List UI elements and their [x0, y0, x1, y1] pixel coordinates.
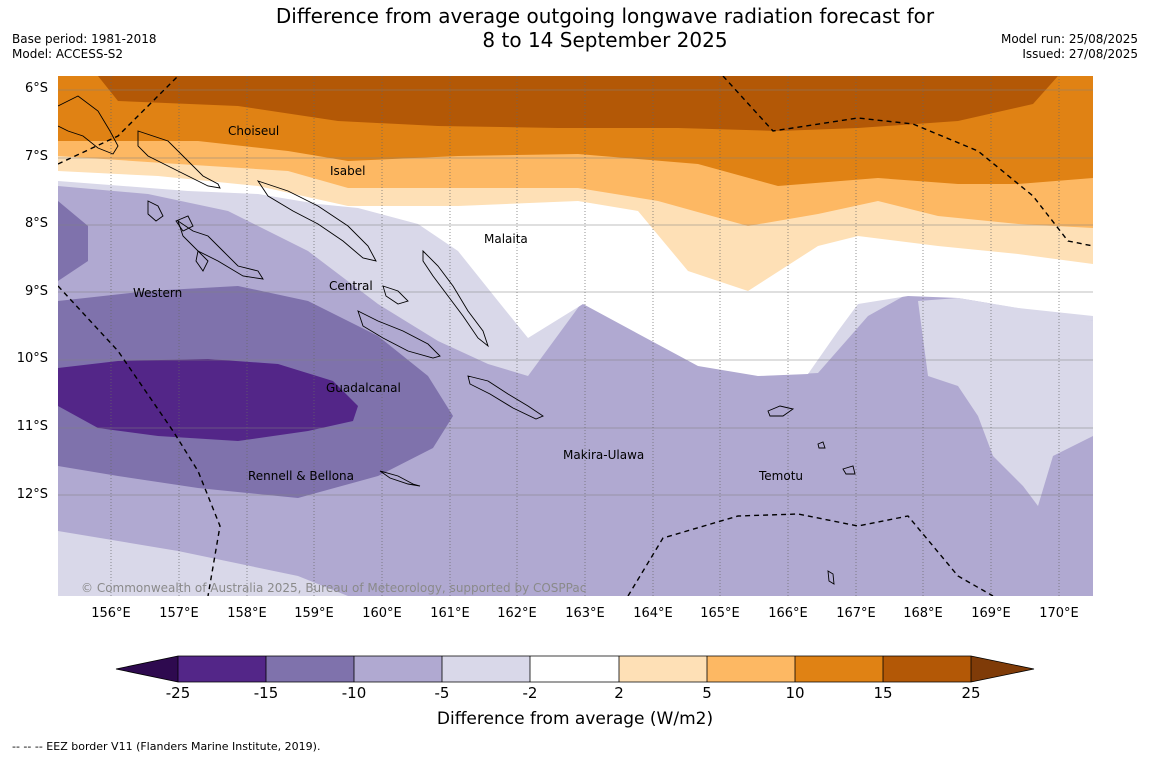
- band-minus-10-15-west: [58, 201, 88, 281]
- anuta-island: [827, 570, 835, 585]
- lon-label-168e: 168°E: [903, 606, 943, 621]
- lon-label-162e: 162°E: [497, 606, 537, 621]
- lat-label-6s: 6°S: [24, 81, 48, 96]
- region-label-isabel: Isabel: [330, 164, 365, 178]
- colorbar-tick-minus-15: -15: [253, 684, 279, 702]
- colorbar-tick-minus-25: -25: [165, 684, 191, 702]
- lon-label-163e: 163°E: [565, 606, 605, 621]
- lat-label-7s: 7°S: [24, 149, 48, 164]
- region-label-guadalcanal: Guadalcanal: [326, 381, 401, 395]
- colorbar-tick-minus-5: -5: [434, 684, 450, 702]
- lon-label-169e: 169°E: [971, 606, 1011, 621]
- kolombangara-island: [175, 215, 194, 232]
- rennell-island: [379, 470, 421, 487]
- choiseul-island: [137, 130, 221, 189]
- band-minus-2-5-east: [918, 298, 1093, 506]
- guadalcanal-island: [357, 310, 441, 359]
- makira-island: [467, 375, 544, 420]
- vella-lavella-island: [147, 200, 164, 222]
- lat-label-12s: 12°S: [16, 487, 48, 502]
- colorbar-extend-high: [971, 656, 1034, 682]
- colorbar-title: Difference from average (W/m2): [436, 709, 714, 729]
- meta-right: Model run: 25/08/2025 Issued: 27/08/2025: [1001, 32, 1138, 62]
- colorbar-segment-minus-25-15: [178, 656, 266, 682]
- colorbar-segment-minus-2-2: [530, 656, 619, 682]
- colorbar: [115, 655, 1035, 683]
- colorbar-tick-10: 10: [785, 684, 805, 702]
- colorbar-tick-2: 2: [614, 684, 624, 702]
- lat-label-10s: 10°S: [16, 351, 48, 366]
- lon-label-166e: 166°E: [768, 606, 808, 621]
- band-minus-15-25: [58, 359, 358, 441]
- region-label-rennell-bellona: Rennell & Bellona: [248, 469, 354, 483]
- title-line-2: 8 to 14 September 2025: [482, 28, 728, 52]
- colorbar-tick-minus-2: -2: [522, 684, 538, 702]
- eez-border: [58, 76, 1093, 596]
- region-labels: Choiseul Isabel Malaita Western Central …: [133, 124, 803, 483]
- colorbar-tick-25: 25: [961, 684, 981, 702]
- model-run-text: Model run: 25/08/2025: [1000, 32, 1138, 46]
- colorbar-tick-5: 5: [702, 684, 712, 702]
- lat-label-9s: 9°S: [24, 284, 48, 299]
- region-label-central: Central: [329, 279, 373, 293]
- lon-label-170e: 170°E: [1039, 606, 1079, 621]
- lat-label-8s: 8°S: [24, 216, 48, 231]
- colorbar-segment-10-15: [795, 656, 883, 682]
- lon-label-165e: 165°E: [700, 606, 740, 621]
- colorbar-tick-15: 15: [873, 684, 893, 702]
- colorbar-segment-minus-5-2: [442, 656, 530, 682]
- lon-label-160e: 160°E: [362, 606, 402, 621]
- olr-map: Choiseul Isabel Malaita Western Central …: [58, 76, 1093, 596]
- model-text: Model: ACCESS-S2: [12, 47, 124, 61]
- bougainville-island: [58, 95, 119, 155]
- copyright-text: © Commonwealth of Australia 2025, Bureau…: [81, 581, 586, 595]
- colorbar-segment-5-10: [707, 656, 795, 682]
- lon-label-159e: 159°E: [294, 606, 334, 621]
- lon-label-167e: 167°E: [836, 606, 876, 621]
- map-title: Difference from average outgoing longwav…: [0, 4, 1150, 52]
- issued-text: Issued: 27/08/2025: [1022, 47, 1138, 61]
- island-outlines: [58, 95, 856, 585]
- region-label-makira-ulawa: Makira-Ulawa: [563, 448, 644, 462]
- region-label-temotu: Temotu: [758, 469, 803, 483]
- colorbar-segment-2-5: [619, 656, 707, 682]
- nendo-island: [767, 405, 795, 417]
- utupua-island: [817, 441, 826, 449]
- lat-gridlines: [58, 89, 1093, 496]
- colorbar-dividers: [177, 656, 972, 682]
- lat-label-11s: 11°S: [16, 419, 48, 434]
- lon-label-164e: 164°E: [633, 606, 673, 621]
- lon-label-158e: 158°E: [227, 606, 267, 621]
- band-minus-2-5-south: [58, 531, 348, 596]
- colorbar-extend-low: [116, 656, 178, 682]
- base-period-text: Base period: 1981-2018: [12, 32, 157, 46]
- colorbar-tick-minus-10: -10: [341, 684, 367, 702]
- lon-label-161e: 161°E: [430, 606, 470, 621]
- colorbar-segment-minus-15-10: [266, 656, 354, 682]
- florida-islands: [382, 285, 409, 305]
- colorbar-segment-15-25: [883, 656, 971, 682]
- region-label-western: Western: [133, 286, 182, 300]
- lon-label-157e: 157°E: [159, 606, 199, 621]
- lon-label-156e: 156°E: [91, 606, 131, 621]
- region-label-malaita: Malaita: [484, 232, 528, 246]
- eez-legend-text: -- -- -- EEZ border V11 (Flanders Marine…: [12, 740, 321, 753]
- title-line-1: Difference from average outgoing longwav…: [275, 4, 935, 28]
- rendova-island: [195, 250, 209, 272]
- meta-left: Base period: 1981-2018 Model: ACCESS-S2: [12, 32, 157, 62]
- new-georgia-island: [177, 219, 264, 280]
- malaita-island: [422, 249, 489, 348]
- isabel-island: [256, 180, 377, 262]
- vanikoro-island: [842, 465, 856, 475]
- region-label-choiseul: Choiseul: [228, 124, 279, 138]
- colorbar-segment-minus-10-5: [354, 656, 442, 682]
